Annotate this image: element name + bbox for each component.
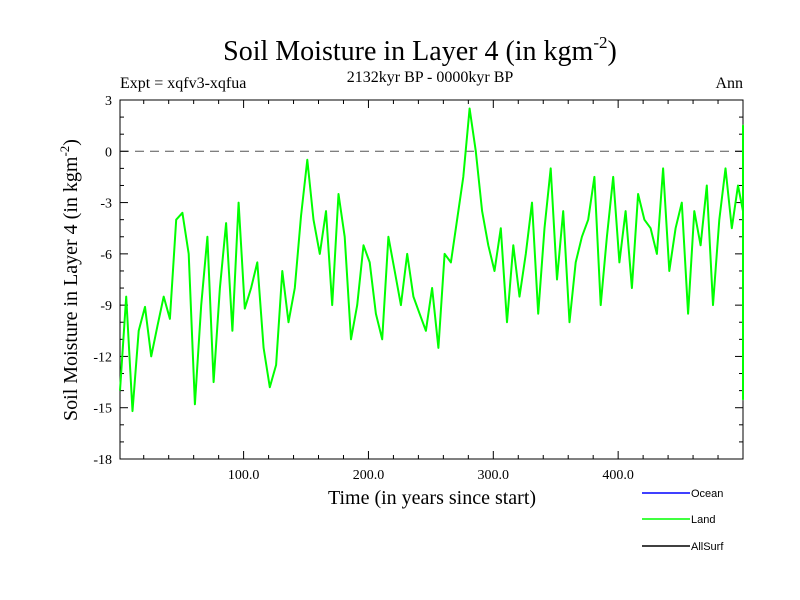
y-tick-label: 0 (105, 145, 112, 160)
y-axis-label: Soil Moisture in Layer 4 (in kgm-2) (57, 139, 82, 421)
x-axis-ticks: 100.0 200.0 300.0 400.0 (143, 100, 744, 483)
season-label: Ann (715, 75, 743, 92)
y-tick-label: -12 (93, 350, 112, 365)
y-tick-label: -18 (93, 453, 112, 468)
y-tick-label: -3 (100, 197, 112, 212)
expt-label: Expt = xqfv3-xqfua (120, 75, 246, 92)
y-tick-label: -9 (100, 299, 112, 314)
x-axis-label: Time (in years since start) (328, 487, 536, 509)
legend-label-ocean: Ocean (691, 488, 723, 500)
series-line-land (119, 107, 744, 413)
legend-label-land: Land (691, 514, 715, 526)
plot-frame (119, 99, 744, 460)
x-tick-label: 100.0 (228, 468, 260, 483)
chart-subtitle: 2132kyr BP - 0000kyr BP (347, 69, 514, 86)
y-tick-label: -6 (100, 248, 112, 263)
y-tick-label: 3 (105, 94, 112, 109)
chart-title: Soil Moisture in Layer 4 (in kgm-2) (223, 33, 617, 67)
legend-label-allsurf: AllSurf (691, 541, 724, 553)
x-tick-label: 200.0 (353, 468, 385, 483)
x-tick-label: 300.0 (478, 468, 510, 483)
y-tick-label: -15 (93, 402, 112, 417)
x-tick-label: 400.0 (602, 468, 634, 483)
legend: Ocean Land AllSurf (642, 488, 724, 553)
